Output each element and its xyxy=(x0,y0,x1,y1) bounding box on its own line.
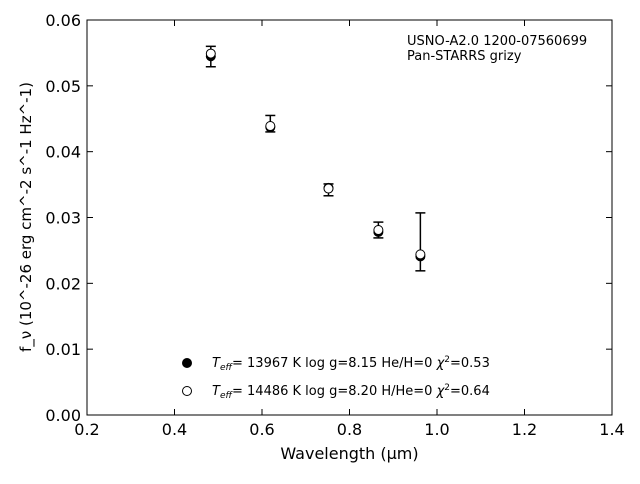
legend-label-2: Teff= 14486 K log g=8.20 H/He=0 χ2=0.64 xyxy=(212,383,490,401)
y-tick-label: 0.00 xyxy=(45,406,81,425)
tick-layer: 0.2 0.4 0.6 0.8 1.0 1.2 1.4 0.00 0.01 0.02 0.03 0.0… xyxy=(45,11,624,439)
x-tick-label: 1.2 xyxy=(512,420,537,439)
x-tick-label: 0.2 xyxy=(74,420,99,439)
y-tick-label: 0.03 xyxy=(45,209,81,228)
y-tick-label: 0.01 xyxy=(45,340,81,359)
y-tick-label: 0.05 xyxy=(45,77,81,96)
x-tick-label: 1.4 xyxy=(599,420,624,439)
y-tick-label: 0.06 xyxy=(45,11,81,30)
legend: Teff= 13967 K log g=8.15 He/H=0 χ2=0.53 … xyxy=(182,355,490,401)
model-point-open xyxy=(265,120,276,131)
y-tick-label: 0.04 xyxy=(45,143,81,162)
x-tick-label: 0.8 xyxy=(337,420,362,439)
y-tick-label: 0.02 xyxy=(45,274,81,293)
model-point-open xyxy=(415,249,426,260)
model-point-open xyxy=(323,183,334,194)
points-layer xyxy=(205,48,426,262)
y-axis-label: f_ν (10^-26 erg cm^-2 s^-1 Hz^-1) xyxy=(17,82,36,352)
legend-marker-filled xyxy=(182,358,192,368)
annotation-line-1: USNO-A2.0 1200-07560699 xyxy=(407,34,587,49)
x-tick-label: 1.0 xyxy=(424,420,449,439)
annotation-line-2: Pan-STARRS grizy xyxy=(407,49,522,64)
legend-label-1: Teff= 13967 K log g=8.15 He/H=0 χ2=0.53 xyxy=(212,355,490,373)
model-point-open xyxy=(373,225,384,236)
x-axis-label: Wavelength (μm) xyxy=(280,444,418,463)
x-tick-label: 0.4 xyxy=(162,420,187,439)
x-tick-label: 0.6 xyxy=(249,420,274,439)
model-point-open xyxy=(205,48,216,59)
plot-frame xyxy=(86,19,613,416)
legend-marker-open xyxy=(182,386,192,396)
plot-area xyxy=(87,20,612,415)
